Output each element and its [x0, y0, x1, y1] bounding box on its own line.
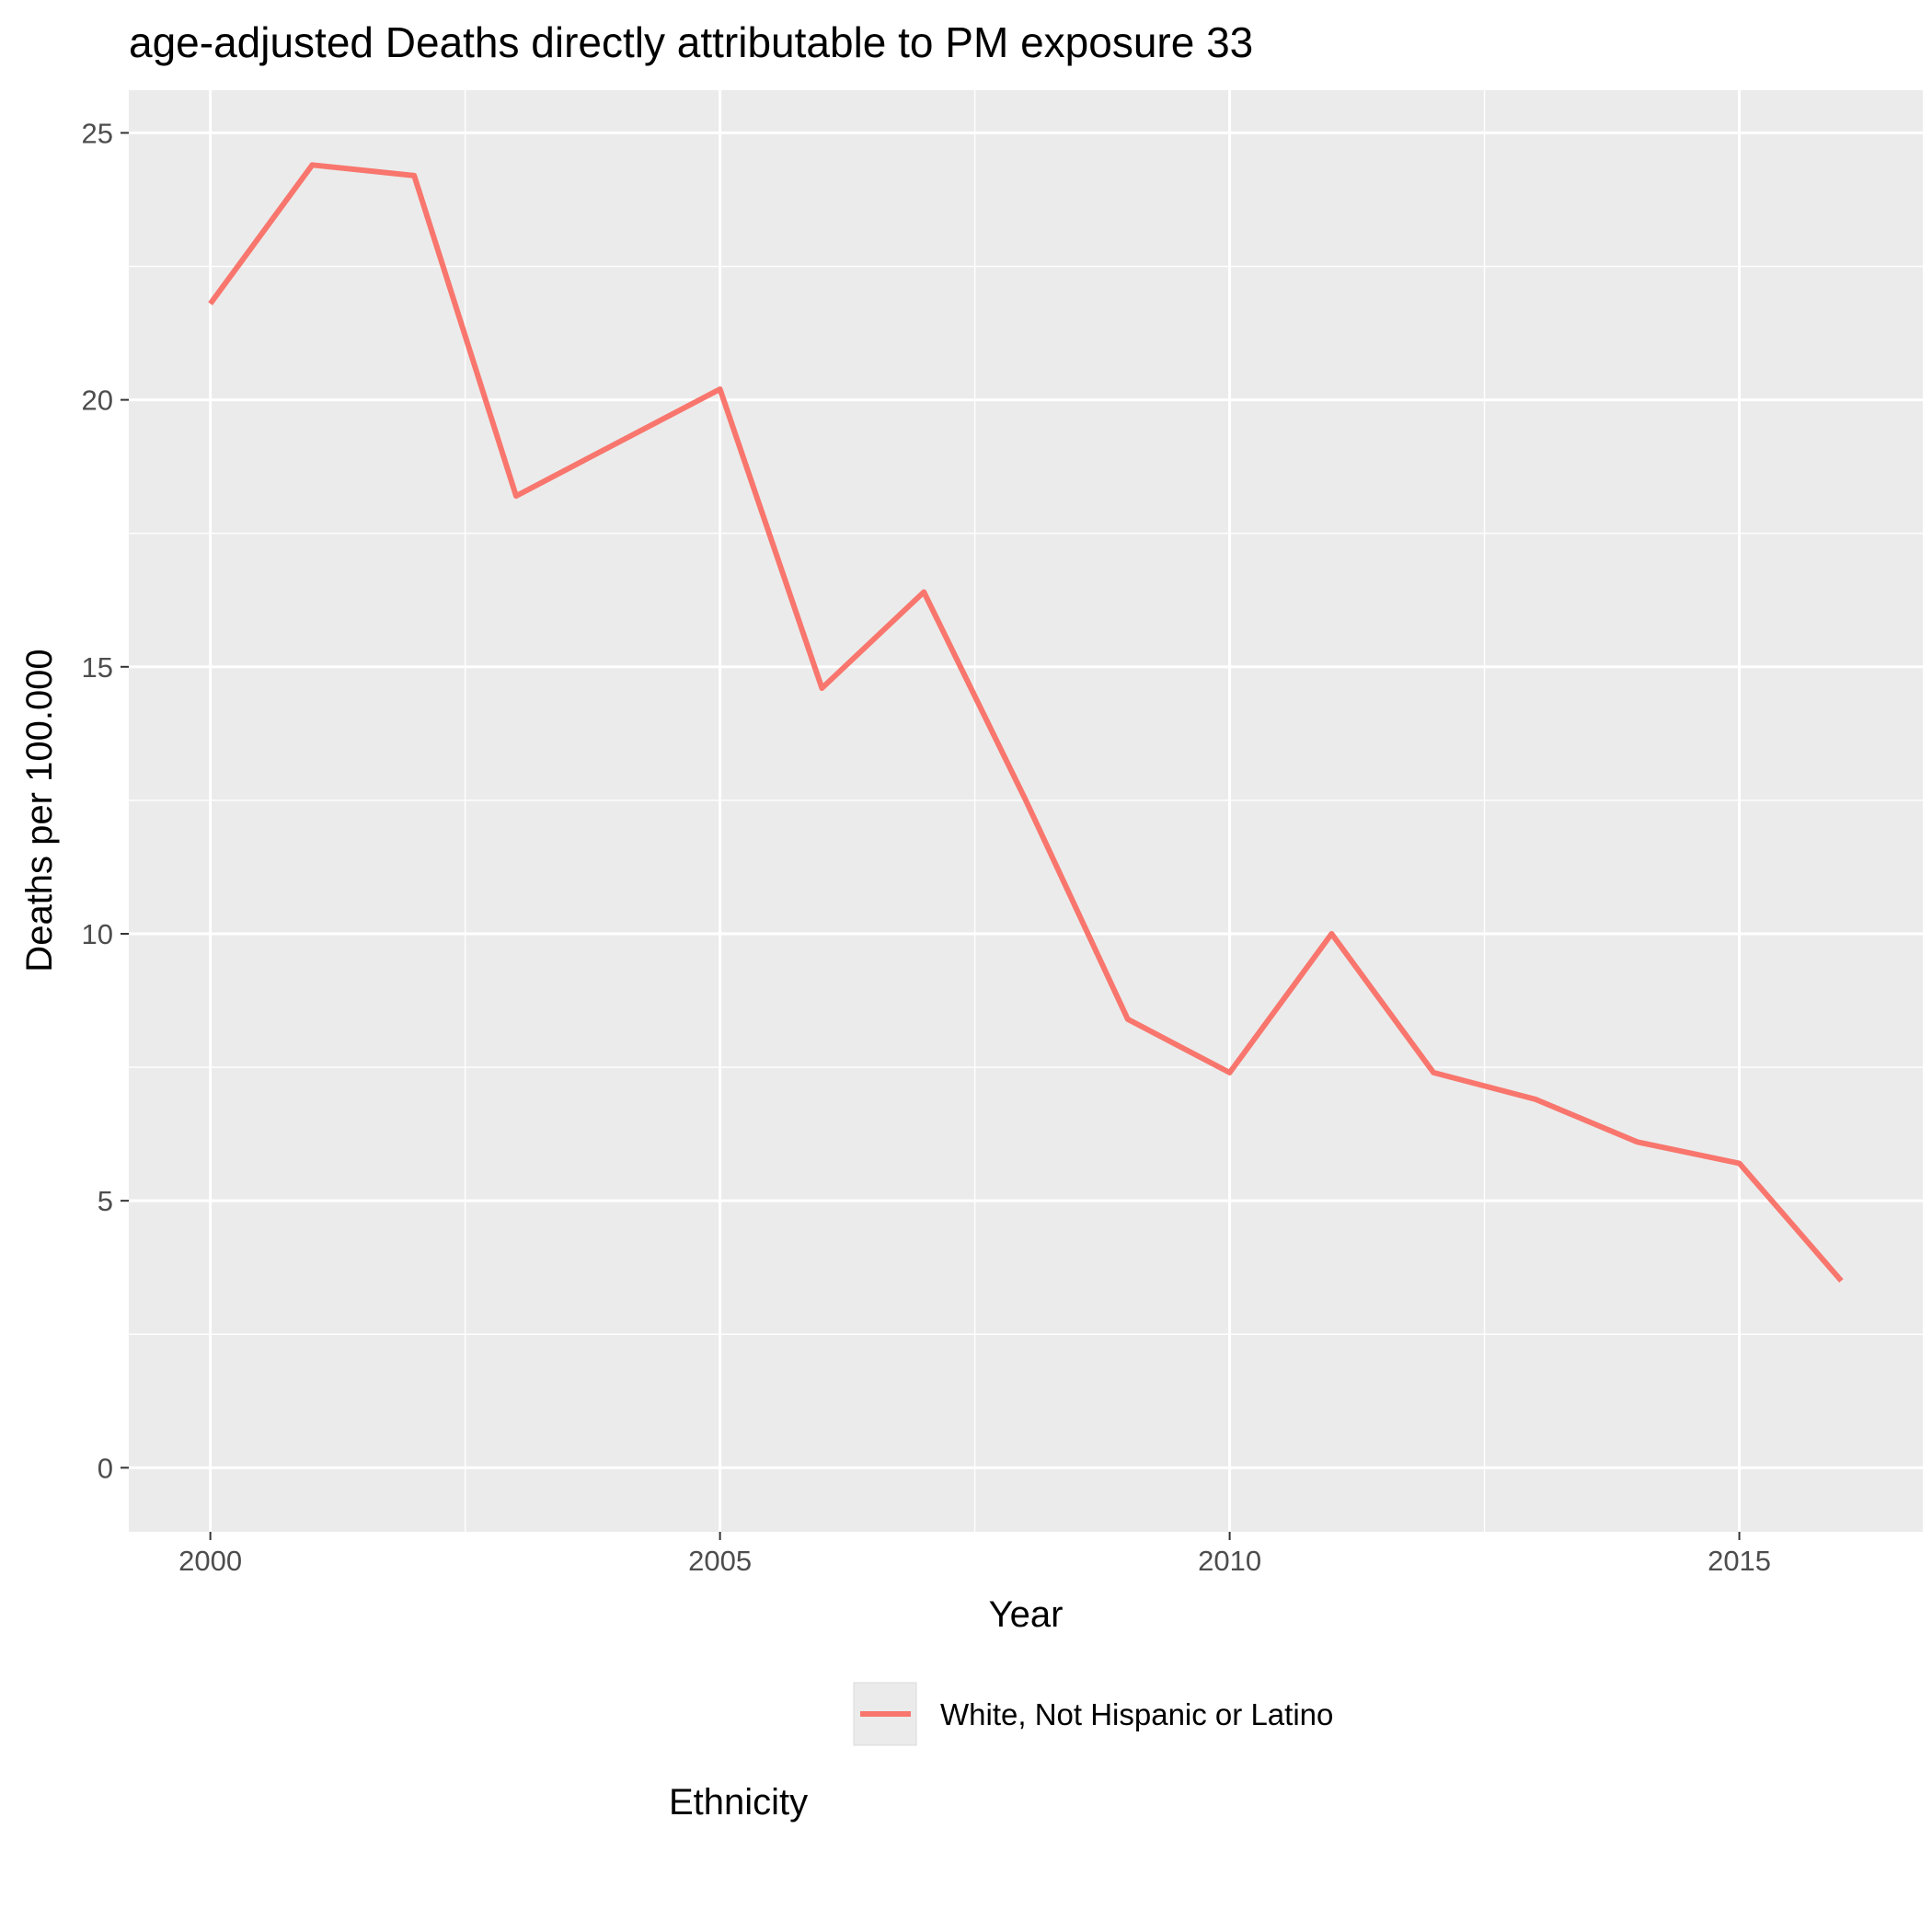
- chart-title: age-adjusted Deaths directly attributabl…: [129, 18, 1253, 66]
- y-tick-label: 0: [98, 1452, 113, 1484]
- series-line: [208, 162, 1844, 1283]
- legend-title: Ethnicity: [669, 1782, 808, 1823]
- plot-panel: [129, 90, 1923, 1532]
- x-tick-label: 2015: [1708, 1545, 1771, 1577]
- x-axis: 2000 2005 2010 2015: [178, 1532, 1771, 1577]
- x-axis-title: Year: [989, 1594, 1064, 1635]
- x-tick-label: 2005: [688, 1545, 752, 1577]
- legend: White, Not Hispanic or Latino Ethnicity: [669, 1682, 1333, 1823]
- y-tick-label: 20: [82, 385, 113, 417]
- legend-entry-label: White, Not Hispanic or Latino: [940, 1697, 1333, 1731]
- y-axis: 0 5 10 15 20 25: [82, 117, 129, 1484]
- y-axis-title: Deaths per 100.000: [19, 649, 60, 972]
- y-tick-label: 15: [82, 651, 113, 684]
- series-layer: [208, 162, 1844, 1283]
- y-tick-label: 10: [82, 918, 113, 950]
- y-tick-label: 5: [98, 1185, 113, 1217]
- major-gridlines: [129, 90, 1923, 1532]
- y-tick-label: 25: [82, 117, 113, 149]
- x-tick-label: 2000: [178, 1545, 242, 1577]
- x-tick-label: 2010: [1198, 1545, 1261, 1577]
